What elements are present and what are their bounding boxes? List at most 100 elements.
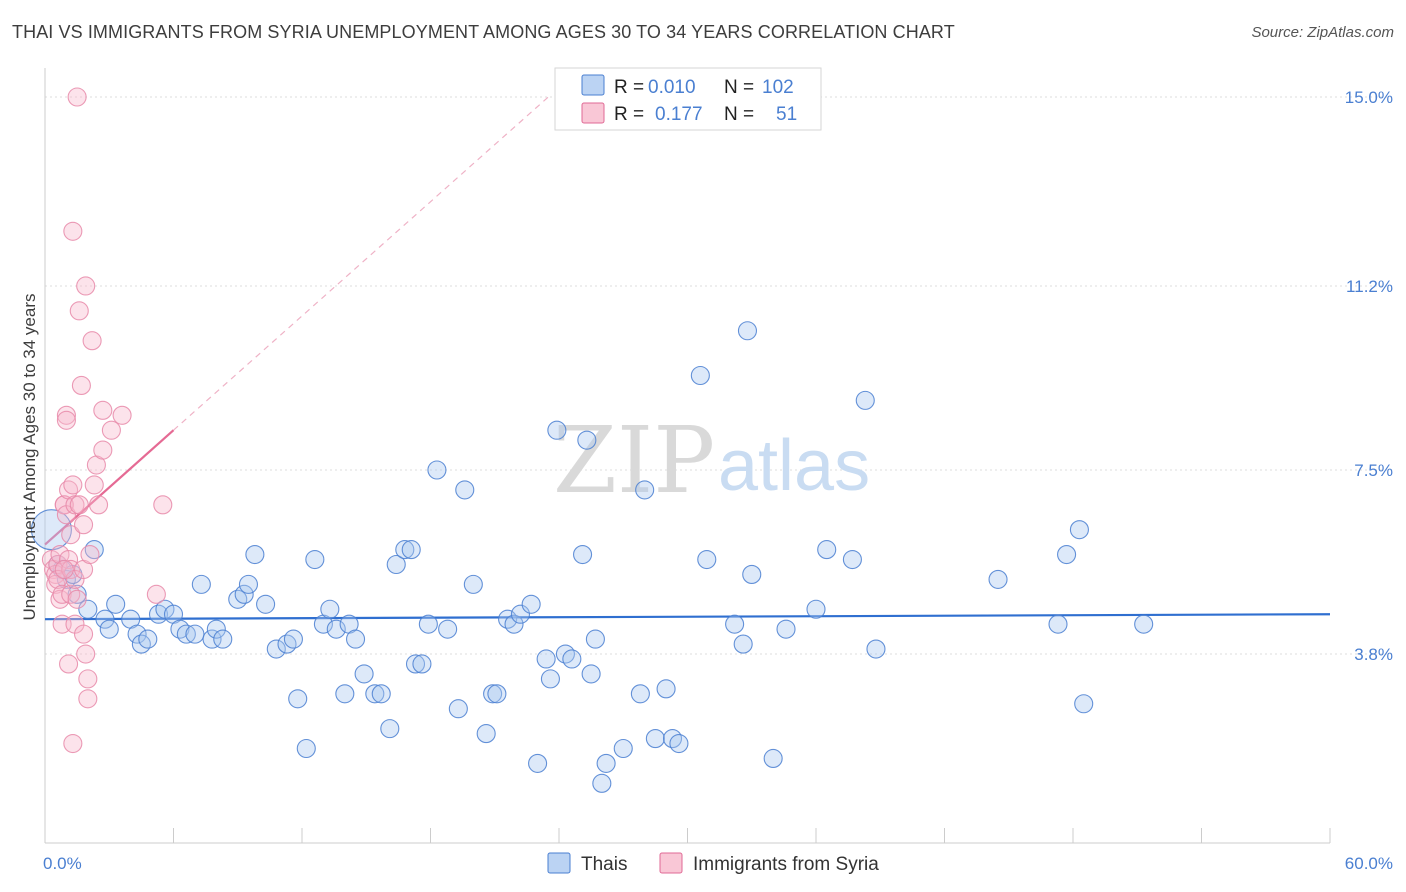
syria-point-25 [67, 87, 87, 107]
thais-point-41 [345, 629, 366, 649]
watermark: ZIP atlas [553, 407, 870, 514]
thais-point-75 [596, 753, 616, 773]
thais-point-84 [697, 549, 717, 570]
source-label: Source: ZipAtlas.com [1251, 24, 1394, 41]
thais-point-46 [386, 554, 406, 575]
syria-point-41 [88, 495, 109, 515]
thais-point-47 [395, 540, 415, 560]
thais-point-20 [185, 624, 205, 644]
thais-point-43 [365, 684, 385, 704]
thais-point-88 [742, 564, 762, 584]
thais-point-35 [305, 549, 325, 570]
thais-point-73 [585, 629, 605, 649]
thais-point-10 [106, 594, 126, 614]
thais-point-24 [213, 629, 233, 649]
thais-point-0 [30, 509, 72, 551]
thais-point-53 [438, 619, 458, 639]
syria-point-43 [93, 400, 113, 420]
thais-point-71 [577, 430, 597, 450]
thais-point-83 [690, 365, 710, 386]
syria-point-38 [82, 331, 102, 351]
thais-point-81 [662, 729, 683, 749]
series-legend: Thais Immigrants from Syria [547, 852, 879, 875]
thais-point-98 [1057, 544, 1077, 565]
thais-point-37 [320, 599, 340, 619]
thais-point-34 [296, 738, 316, 759]
thais-point-30 [266, 639, 286, 659]
syria-point-27 [69, 301, 89, 321]
thais-point-95 [866, 639, 886, 659]
thais-point-59 [487, 684, 507, 704]
thais-point-87 [737, 321, 758, 341]
thais-point-21 [191, 574, 211, 594]
y-tick-label-3: 15.0% [1345, 88, 1393, 107]
syria-point-47 [153, 495, 173, 515]
thais-point-57 [476, 724, 496, 744]
syria-point-39 [84, 475, 104, 495]
syria-point-26 [67, 589, 87, 609]
thais-point-68 [555, 644, 575, 664]
legend-r-label-syria: R = [614, 104, 644, 125]
legend-r-value-thais: 0.010 [648, 77, 696, 98]
correlation-legend: R = 0.010 N = 102 R = 0.177 N = 51 [554, 67, 822, 131]
thais-point-69 [562, 649, 582, 669]
thais-point-78 [635, 480, 655, 500]
legend-n-value-syria: 51 [776, 104, 797, 125]
thais-point-48 [401, 540, 421, 560]
thais-point-96 [988, 569, 1008, 589]
x-tick-label-1: 60.0% [1345, 854, 1393, 873]
thais-point-29 [256, 594, 276, 614]
thais-point-93 [842, 549, 862, 570]
syria-point-21 [63, 475, 83, 495]
syria-point-20 [63, 221, 83, 241]
legend-n-label-thais: N = [724, 77, 754, 98]
thais-point-76 [613, 738, 633, 759]
syria-point-5 [48, 569, 68, 589]
syria-point-46 [146, 584, 166, 604]
thais-point-44 [371, 684, 391, 704]
thais-point-54 [448, 699, 468, 719]
thais-point-67 [547, 420, 567, 440]
thais-point-55 [455, 480, 475, 500]
thais-point-23 [206, 619, 226, 639]
syria-point-19 [61, 584, 81, 604]
tick-labels: 3.8% 7.5% 11.2% 15.0% 0.0% 60.0% [43, 88, 1393, 873]
y-tick-label-0: 3.8% [1354, 645, 1393, 664]
thais-point-63 [521, 594, 541, 614]
bottom-legend-swatch-thais [547, 852, 571, 874]
thais-point-61 [504, 614, 524, 634]
thais-point-72 [581, 664, 601, 684]
thais-point-39 [335, 684, 355, 704]
data-points [30, 87, 1154, 793]
thais-point-91 [806, 599, 826, 619]
syria-point-44 [101, 420, 121, 440]
thais-point-82 [669, 733, 689, 754]
thais-point-12 [127, 624, 147, 644]
thais-point-6 [78, 599, 98, 619]
thais-point-38 [326, 619, 346, 639]
legend-swatch-thais [581, 74, 605, 96]
thais-point-52 [427, 460, 447, 480]
thais-point-13 [131, 634, 151, 654]
thais-point-26 [234, 584, 254, 604]
syria-point-50 [54, 559, 74, 580]
thais-point-50 [412, 654, 432, 674]
syria-point-29 [71, 375, 91, 396]
thais-point-77 [630, 684, 650, 704]
thais-point-66 [540, 669, 560, 689]
syria-point-32 [74, 624, 94, 644]
thais-point-60 [498, 609, 518, 629]
thais-point-80 [656, 679, 676, 699]
thais-point-32 [283, 629, 303, 649]
thais-point-42 [354, 664, 374, 684]
legend-swatch-syria [581, 102, 605, 124]
watermark-zip: ZIP [553, 407, 715, 514]
thais-point-15 [148, 604, 169, 624]
syria-trend-extension [173, 96, 549, 431]
legend-n-value-thais: 102 [762, 77, 794, 98]
thais-point-58 [483, 684, 503, 704]
thais-point-74 [592, 773, 612, 793]
axes [44, 68, 1331, 844]
grid-lines [45, 96, 1392, 655]
